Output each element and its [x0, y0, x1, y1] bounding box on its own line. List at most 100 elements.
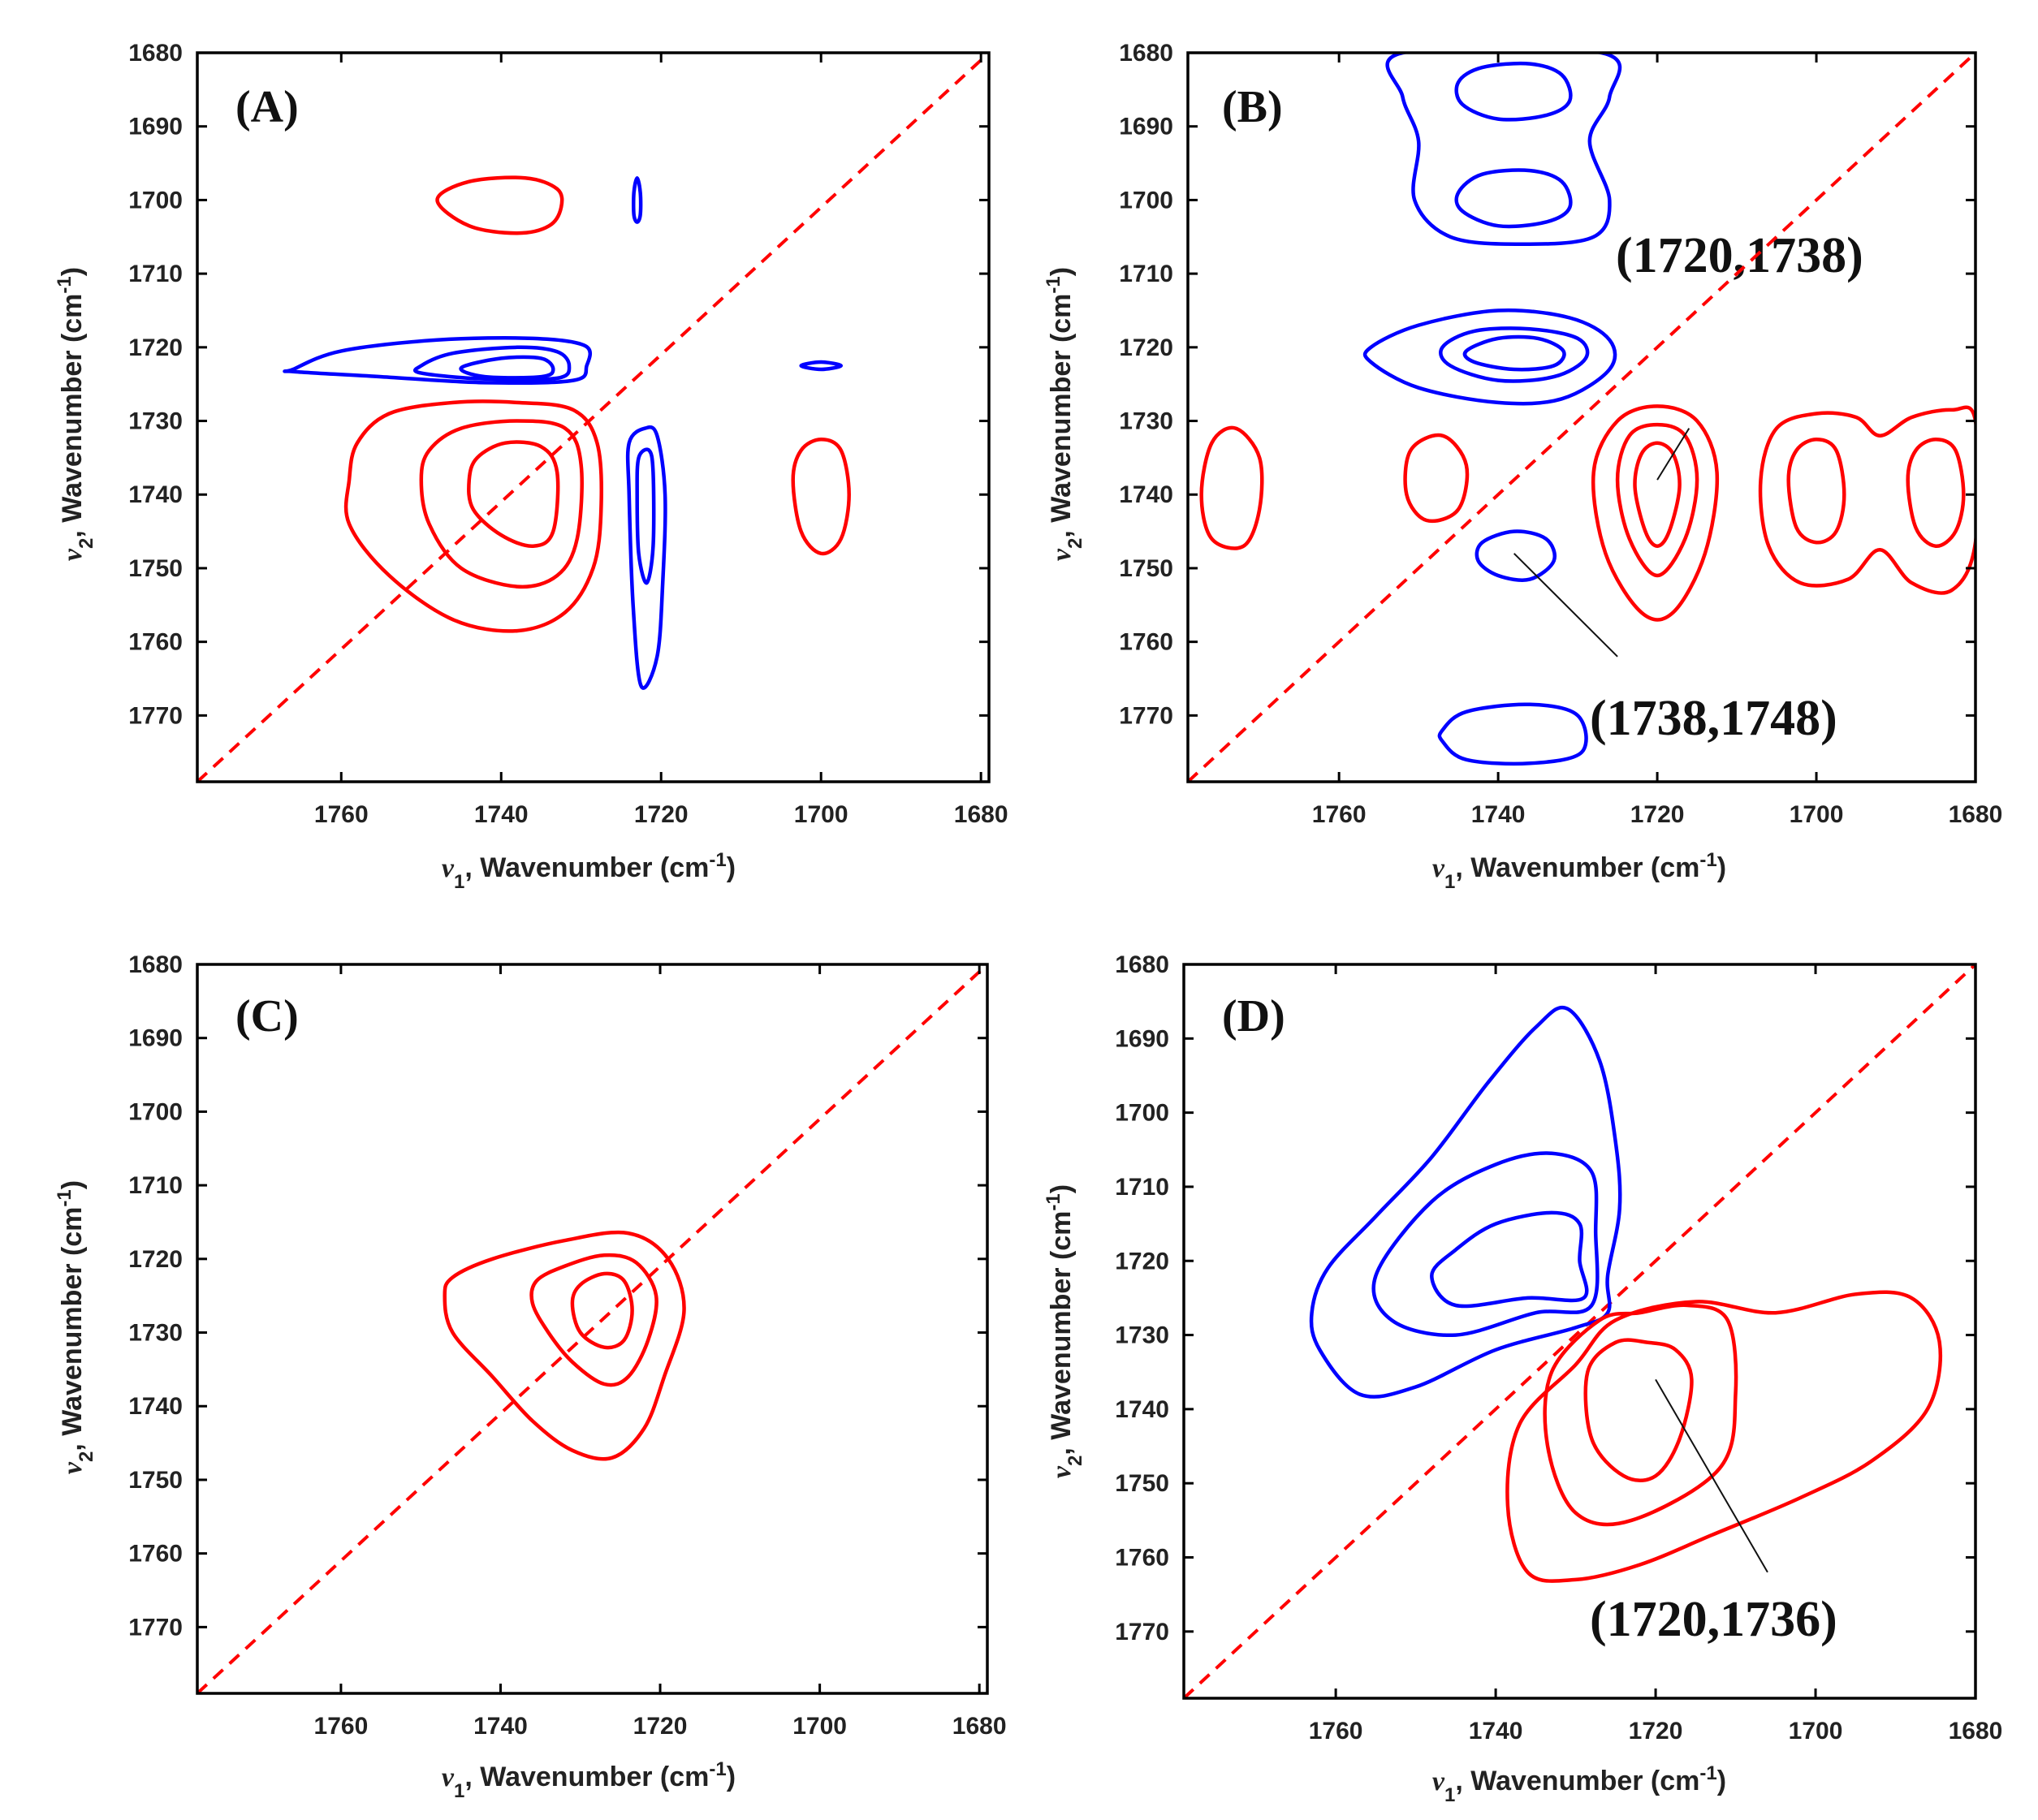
x-tick-label-b-1740: 1740 [1471, 801, 1526, 828]
y-tick-label-b-1750: 1750 [1119, 555, 1173, 582]
negative-contour-a-10 [625, 425, 667, 690]
negative-contour-b-3 [1454, 168, 1573, 229]
negative-contour-a-3 [283, 336, 592, 386]
positive-contour-b-12 [1615, 422, 1699, 578]
annotation-leader-b-2 [1513, 553, 1618, 658]
negative-contour-b-2 [1454, 61, 1573, 122]
negative-contour-d-3 [1430, 1210, 1589, 1309]
positive-contour-d-4 [1505, 1290, 1943, 1583]
y-tick-label-b-1770: 1770 [1119, 702, 1173, 729]
y-tick-label-b-1690: 1690 [1119, 114, 1173, 140]
negative-contour-b-1 [1385, 53, 1622, 247]
positive-contour-c-3 [570, 1271, 634, 1350]
y-tick-label-b-1740: 1740 [1119, 481, 1173, 508]
negative-contour-a-11 [635, 447, 656, 585]
y-tick-label-a-1690: 1690 [128, 114, 183, 140]
y-tick-label-a-1680: 1680 [128, 40, 183, 67]
x-tick-label-c-1740: 1740 [473, 1713, 528, 1740]
y-tick-label-b-1730: 1730 [1119, 408, 1173, 435]
y-axis-title-c: ν2, Wavenumber (cm-1) [54, 1180, 97, 1474]
y-tick-label-d-1770: 1770 [1115, 1619, 1169, 1645]
negative-contour-b-10 [1437, 702, 1588, 766]
annotation-b-1: (1720,1738) [1616, 228, 1863, 283]
positive-contour-a-9 [467, 440, 560, 548]
y-tick-label-d-1690: 1690 [1115, 1025, 1169, 1052]
plot-frame-b [1186, 51, 1977, 783]
y-axis-title-a: ν2, Wavenumber (cm-1) [54, 267, 97, 561]
x-axis-title-a: ν1, Wavenumber (cm-1) [442, 849, 736, 893]
y-tick-label-c-1710: 1710 [128, 1172, 183, 1199]
y-tick-label-d-1710: 1710 [1115, 1174, 1169, 1201]
x-tick-label-a-1680: 1680 [954, 801, 1008, 828]
y-tick-label-b-1720: 1720 [1119, 334, 1173, 361]
plot-frame-c [196, 963, 989, 1695]
y-tick-label-a-1750: 1750 [128, 555, 183, 582]
plot-frame-a [196, 51, 991, 783]
diagonal-line-a [197, 53, 989, 782]
positive-contour-a-12 [791, 437, 851, 556]
y-tick-label-c-1690: 1690 [128, 1025, 183, 1052]
y-tick-label-c-1770: 1770 [128, 1614, 183, 1641]
y-tick-label-a-1760: 1760 [128, 629, 183, 656]
positive-contour-b-16 [1906, 437, 1966, 548]
annotation-b-2: (1738,1748) [1590, 691, 1837, 746]
panel-c: (C) ν1, Wavenumber (cm-1) ν2, Wavenumber… [54, 951, 1007, 1802]
panel-b: (B) ν1, Wavenumber (cm-1) ν2, Wavenumber… [1043, 40, 2003, 893]
annotation-text-d-1: (1720,1736) [1590, 1592, 1837, 1647]
x-tick-label-a-1720: 1720 [634, 801, 689, 828]
y-tick-label-b-1710: 1710 [1119, 261, 1173, 287]
positive-contour-c-1 [443, 1230, 686, 1461]
y-tick-label-d-1720: 1720 [1115, 1248, 1169, 1274]
positive-contour-b-8 [1403, 433, 1470, 523]
annotation-d-1: (1720,1736) [1590, 1592, 1837, 1647]
plot-frame-d [1182, 963, 1977, 1700]
x-axis-title-c: ν1, Wavenumber (cm-1) [442, 1758, 736, 1802]
y-tick-label-a-1740: 1740 [128, 481, 183, 508]
y-tick-label-d-1680: 1680 [1115, 951, 1169, 978]
y-tick-label-b-1760: 1760 [1119, 629, 1173, 656]
diagonal-line-b [1188, 53, 1975, 782]
y-tick-label-d-1750: 1750 [1115, 1470, 1169, 1497]
y-tick-label-b-1700: 1700 [1119, 187, 1173, 213]
positive-contour-b-14 [1758, 405, 1975, 595]
x-tick-label-c-1680: 1680 [952, 1713, 1007, 1740]
x-tick-label-b-1720: 1720 [1630, 801, 1685, 828]
x-tick-label-c-1760: 1760 [314, 1713, 369, 1740]
y-tick-label-c-1730: 1730 [128, 1320, 183, 1347]
positive-contour-a-8 [419, 419, 584, 589]
negative-contour-b-6 [1462, 334, 1566, 372]
y-tick-label-c-1700: 1700 [128, 1098, 183, 1125]
x-axis-title-d: ν1, Wavenumber (cm-1) [1432, 1762, 1726, 1806]
y-tick-label-c-1750: 1750 [128, 1467, 183, 1494]
annotation-text-b-1: (1720,1738) [1616, 228, 1863, 283]
positive-contour-b-15 [1786, 437, 1846, 545]
y-tick-label-c-1680: 1680 [128, 951, 183, 978]
negative-contour-a-6 [799, 360, 844, 372]
diagonal-line-c [197, 964, 987, 1693]
positive-contour-d-5 [1543, 1303, 1738, 1527]
y-tick-label-a-1770: 1770 [128, 702, 183, 729]
negative-contour-b-5 [1439, 326, 1590, 383]
y-tick-label-d-1730: 1730 [1115, 1322, 1169, 1349]
negative-contour-d-2 [1371, 1151, 1600, 1338]
negative-contour-b-9 [1475, 529, 1557, 582]
x-tick-label-c-1700: 1700 [792, 1713, 847, 1740]
x-tick-label-c-1720: 1720 [633, 1713, 688, 1740]
y-tick-label-b-1680: 1680 [1119, 40, 1173, 67]
y-tick-label-c-1760: 1760 [128, 1541, 183, 1568]
negative-contour-a-4 [413, 345, 572, 382]
x-tick-label-a-1740: 1740 [474, 801, 529, 828]
negative-contour-d-1 [1309, 1005, 1622, 1399]
y-tick-label-a-1730: 1730 [128, 408, 183, 435]
positive-contour-a-7 [343, 399, 603, 633]
x-tick-label-d-1760: 1760 [1309, 1718, 1363, 1745]
panel-label-a: (A) [235, 82, 299, 132]
positive-contour-b-11 [1591, 404, 1720, 622]
y-tick-label-d-1740: 1740 [1115, 1396, 1169, 1423]
negative-contour-a-5 [459, 355, 555, 380]
negative-contour-b-4 [1362, 308, 1617, 406]
x-axis-title-b: ν1, Wavenumber (cm-1) [1432, 849, 1726, 893]
positive-contour-b-7 [1199, 425, 1264, 550]
